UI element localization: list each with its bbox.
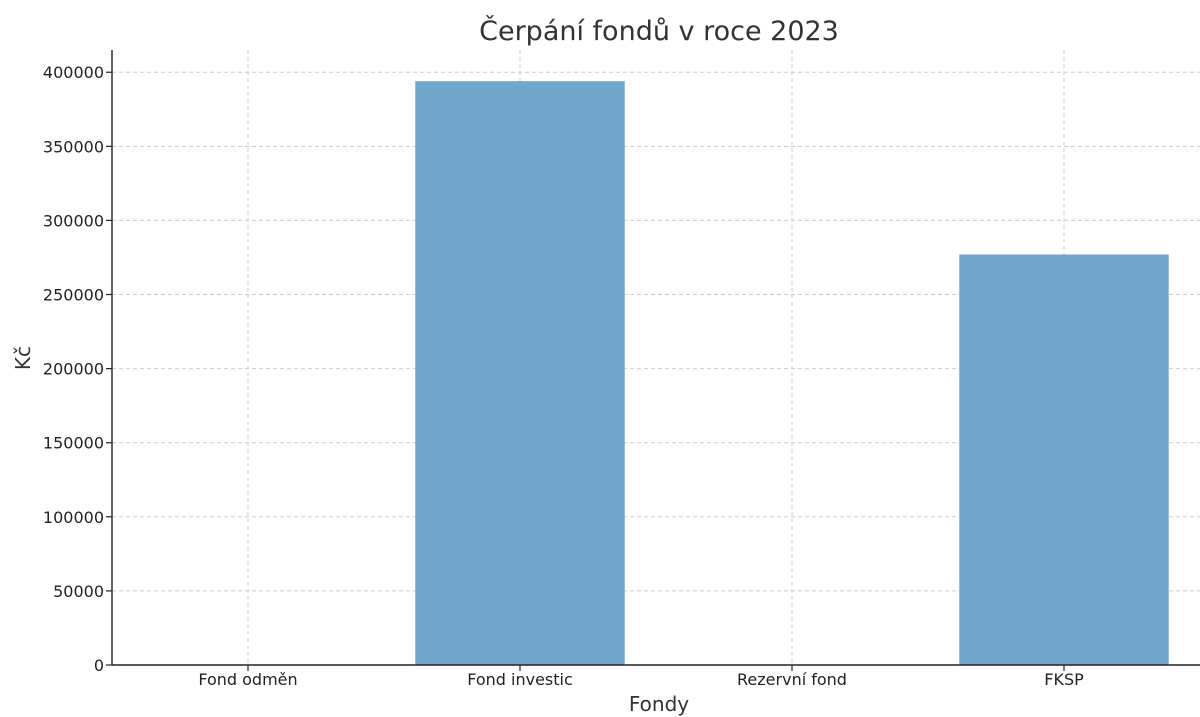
bar — [959, 254, 1169, 665]
x-axis-label: Fondy — [629, 692, 689, 716]
y-tick-label: 150000 — [43, 434, 104, 453]
y-tick-label: 50000 — [53, 582, 104, 601]
bar — [415, 81, 625, 665]
y-ticks: 0 50000 100000 150000 200000 250000 300000 3500… — [43, 63, 112, 675]
y-tick-label: 250000 — [43, 286, 104, 305]
x-tick-label: Fond odměn — [198, 670, 297, 689]
y-tick-label: 300000 — [43, 211, 104, 230]
x-tick-label: FKSP — [1044, 670, 1084, 689]
x-ticks: Fond odměn Fond investic Rezervní fond FKSP — [198, 665, 1084, 689]
y-tick-label: 0 — [94, 656, 104, 675]
y-axis-label: Kč — [11, 346, 35, 370]
y-tick-label: 400000 — [43, 63, 104, 82]
x-tick-label: Fond investic — [467, 670, 573, 689]
x-tick-label: Rezervní fond — [737, 670, 847, 689]
y-tick-label: 200000 — [43, 360, 104, 379]
y-tick-label: 350000 — [43, 137, 104, 156]
chart-title: Čerpání fondů v roce 2023 — [479, 15, 839, 47]
y-tick-label: 100000 — [43, 508, 104, 527]
bars-layer — [415, 81, 1169, 665]
axes-layer — [111, 50, 1200, 666]
